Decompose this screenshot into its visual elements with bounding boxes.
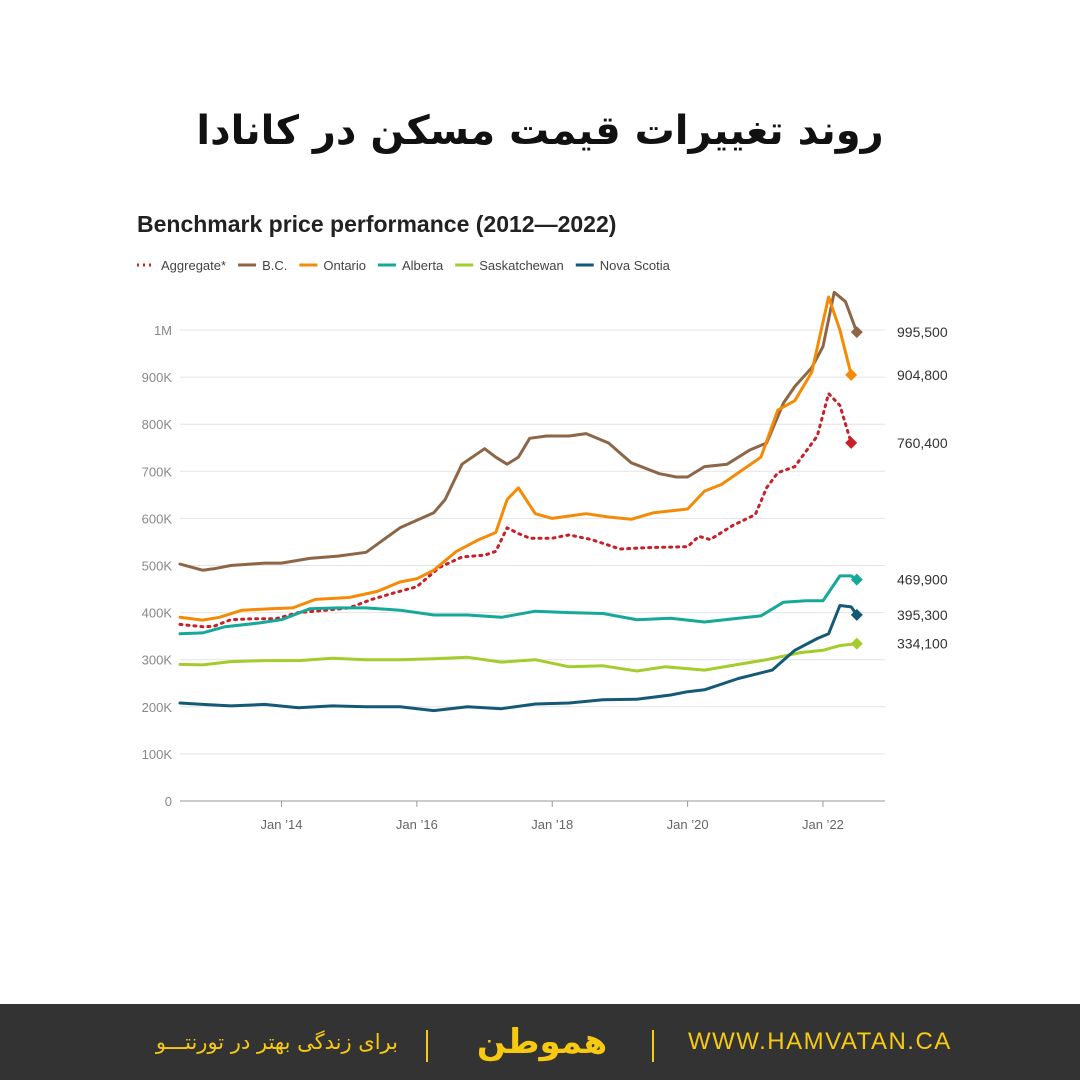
y-tick-label: 300K	[142, 653, 173, 668]
legend-item: Saskatchewan	[455, 258, 564, 273]
legend-item: Alberta	[378, 258, 444, 273]
chart-title: Benchmark price performance (2012—2022)	[137, 211, 616, 237]
y-tick-label: 900K	[142, 370, 173, 385]
footer-website-link[interactable]: WWW.HAMVATAN.CA	[688, 1028, 952, 1055]
page-title: روند تغییرات قیمت مسکن در کانادا	[196, 108, 884, 154]
y-tick-label: 0	[165, 794, 172, 809]
legend-item: B.C.	[238, 258, 287, 273]
footer-bar: برای زندگی بهتر در تورنتـــو هموطن WWW.H…	[0, 1004, 1080, 1080]
legend-label: Ontario	[323, 258, 366, 273]
x-tick-label: Jan ’20	[667, 817, 709, 832]
legend-item: Nova Scotia	[575, 258, 671, 273]
x-axis: Jan ’14 Jan ’16 Jan ’18 Jan ’20 Jan ’22	[261, 801, 844, 832]
series-line-b-c	[178, 290, 859, 572]
series-end-marker	[850, 326, 863, 339]
series-line-saskatchewan	[178, 642, 859, 673]
y-tick-label: 400K	[142, 606, 173, 621]
series-end-marker	[850, 573, 863, 586]
x-tick-label: Jan ’22	[802, 817, 844, 832]
footer-divider	[426, 1030, 428, 1062]
series-end-label: 469,900	[897, 572, 948, 588]
footer-tagline: برای زندگی بهتر در تورنتـــو	[155, 1030, 398, 1054]
series-end-marker	[850, 637, 863, 650]
legend-label: Aggregate*	[161, 258, 226, 273]
series-end-marker	[845, 436, 858, 449]
y-tick-label: 700K	[142, 464, 173, 479]
chart-series	[178, 290, 863, 713]
series-line-nova-scotia	[178, 604, 859, 713]
legend-label: Saskatchewan	[479, 258, 564, 273]
legend-label: Alberta	[402, 258, 444, 273]
chart-legend: Aggregate* B.C. Ontario Alberta Saskatchewan…	[137, 258, 671, 273]
x-tick-label: Jan ’16	[396, 817, 438, 832]
y-tick-label: 1M	[154, 323, 172, 338]
brand-logo: هموطن	[476, 1022, 608, 1062]
benchmark-price-chart: Benchmark price performance (2012—2022) …	[137, 211, 948, 832]
y-tick-label: 200K	[142, 700, 173, 715]
x-tick-label: Jan ’14	[261, 817, 303, 832]
series-end-marker	[845, 368, 858, 381]
series-end-label: 904,800	[897, 367, 948, 383]
series-end-label: 334,100	[897, 636, 948, 652]
y-axis: 0 100K 200K 300K 400K 500K 600K 700K 800K 900K 1M	[142, 323, 173, 809]
series-end-labels: 760,400 995,500 904,800 469,900 334,100 395,3…	[897, 324, 948, 652]
footer-divider	[652, 1030, 654, 1062]
series-end-marker	[850, 608, 863, 621]
legend-label: Nova Scotia	[600, 258, 671, 273]
legend-item: Aggregate*	[137, 258, 226, 273]
series-end-label: 995,500	[897, 324, 948, 340]
y-tick-label: 600K	[142, 511, 173, 526]
series-end-label: 760,400	[897, 435, 948, 451]
legend-item: Ontario	[299, 258, 366, 273]
series-line-ontario	[178, 295, 853, 622]
series-end-label: 395,300	[897, 607, 948, 623]
series-line-aggregate	[178, 392, 853, 629]
y-tick-label: 500K	[142, 559, 173, 574]
y-tick-label: 100K	[142, 747, 173, 762]
legend-label: B.C.	[262, 258, 287, 273]
series-line-alberta	[178, 574, 859, 636]
y-tick-label: 800K	[142, 417, 173, 432]
chart-grid	[180, 329, 885, 802]
x-tick-label: Jan ’18	[531, 817, 573, 832]
